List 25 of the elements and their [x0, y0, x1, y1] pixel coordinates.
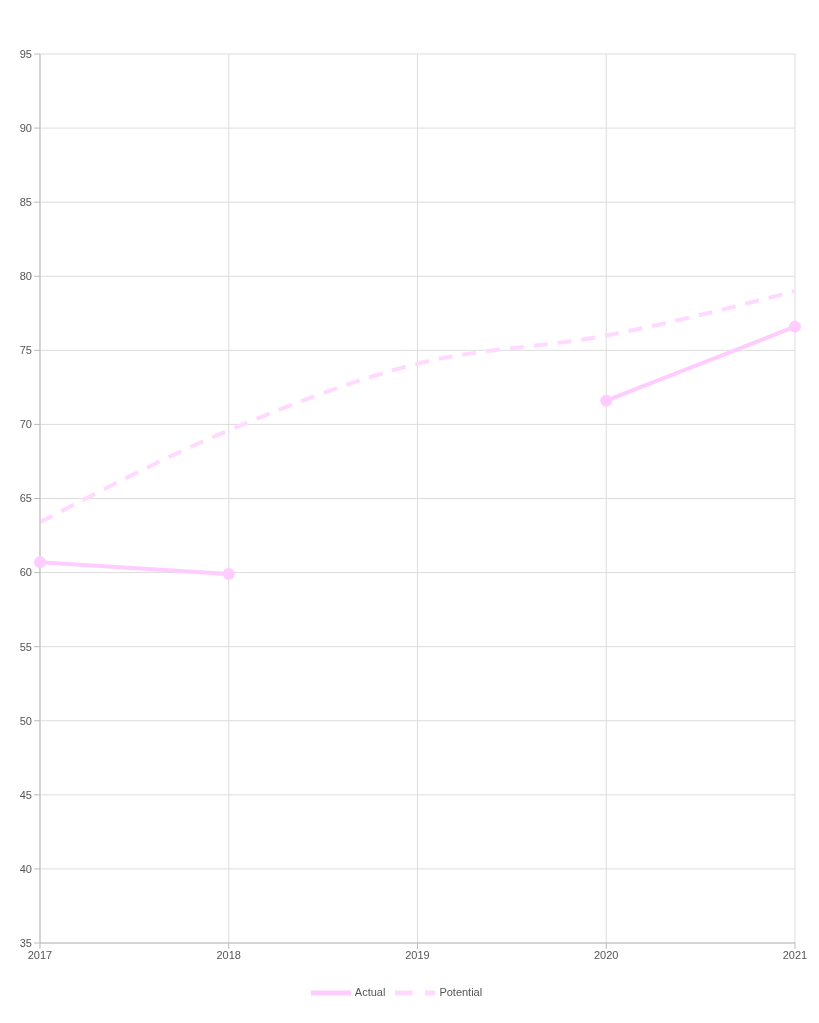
y-tick-label: 75 — [19, 344, 32, 357]
point — [789, 320, 801, 333]
point — [34, 556, 46, 569]
point — [222, 568, 235, 581]
y-tick-label: 55 — [19, 640, 32, 653]
y-tick-label: 65 — [19, 492, 32, 505]
y-tick-label: 60 — [19, 566, 32, 579]
x-tick-label: 2019 — [405, 948, 430, 961]
point — [600, 394, 613, 407]
legend-label: Actual — [354, 985, 386, 998]
y-tick-label: 35 — [19, 936, 32, 949]
x-tick-label: 2020 — [594, 948, 619, 961]
y-tick-label: 50 — [19, 714, 32, 727]
x-tick-label: 2021 — [782, 948, 808, 961]
y-tick-label: 45 — [19, 788, 32, 801]
y-tick-label: 85 — [19, 196, 32, 209]
y-tick-label: 90 — [19, 121, 32, 134]
y-tick-label: 40 — [19, 862, 32, 875]
legend-label: Potential — [439, 985, 483, 998]
line-series — [38, 289, 797, 525]
x-tick-label: 2018 — [216, 948, 241, 961]
y-tick-label: 70 — [19, 418, 32, 431]
x-tick-label: 2017 — [27, 948, 53, 961]
y-tick-label: 95 — [19, 47, 32, 60]
y-tick-label: 80 — [19, 270, 32, 283]
